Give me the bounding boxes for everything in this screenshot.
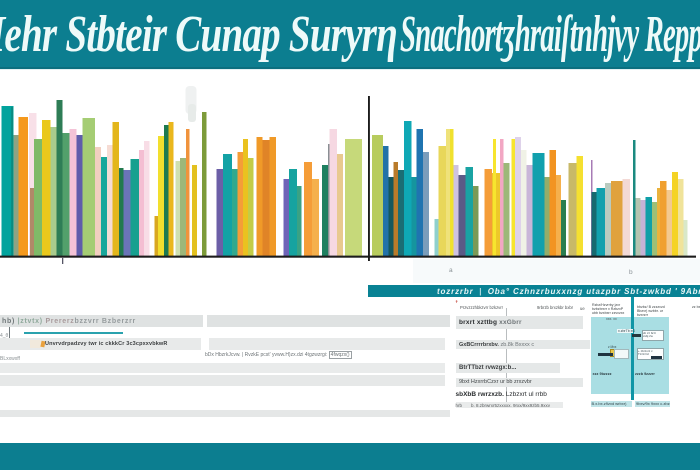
- svg-text:a: a: [449, 267, 453, 274]
- svg-text:b: b: [629, 269, 633, 276]
